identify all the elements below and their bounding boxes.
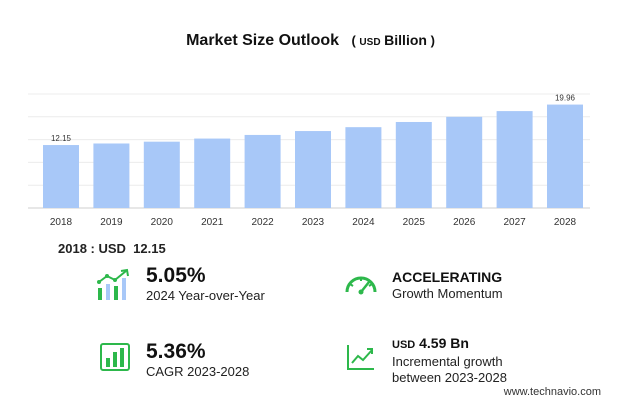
x-tick-label: 2022 xyxy=(251,217,274,228)
kpi-incremental-prefix: USD xyxy=(392,339,416,351)
x-tick-label: 2024 xyxy=(352,217,375,228)
bar-2025 xyxy=(395,121,432,208)
bar-2022 xyxy=(244,134,281,208)
bar-2019 xyxy=(93,143,130,208)
x-tick-label: 2018 xyxy=(50,217,73,228)
chart-title-row: Market Size Outlook ( USD Billion ) xyxy=(0,32,621,50)
line-chart-icon xyxy=(347,345,374,370)
x-tick-label: 2027 xyxy=(503,217,526,228)
kpi-yoy-value: 5.05% xyxy=(146,264,206,287)
kpi-momentum-value: ACCELERATING xyxy=(392,269,503,285)
x-tick-label: 2021 xyxy=(201,217,224,228)
bar-2027 xyxy=(496,111,533,208)
data-label: 19.96 xyxy=(555,94,576,103)
kpi-cagr: 5.36% CAGR 2023-2028 xyxy=(146,340,249,380)
kpi-cagr-value: 5.36% xyxy=(146,340,206,363)
x-tick-label: 2025 xyxy=(403,217,426,228)
kpi-incremental-value-row: USD 4.59 Bn xyxy=(392,334,507,354)
x-tick-label: 2028 xyxy=(554,217,577,228)
kpi-momentum: ACCELERATING Growth Momentum xyxy=(392,268,503,302)
chart-unit: ( USD Billion ) xyxy=(351,32,435,48)
bar-growth-icon xyxy=(97,268,129,300)
base-year-label: 2018 : USD xyxy=(58,241,126,256)
kpi-momentum-label: Growth Momentum xyxy=(392,286,503,301)
bar-2018 xyxy=(43,145,79,208)
chart-x-ticks: 2018 2019 2020 2021 2022 2023 2024 2025 2026 2027… xyxy=(50,217,577,228)
chart-title: Market Size Outlook xyxy=(186,32,340,49)
x-tick-label: 2023 xyxy=(302,217,325,228)
kpi-yoy: 5.05% 2024 Year-over-Year xyxy=(146,264,265,304)
kpi-incremental: USD 4.59 Bn Incremental growth between 2… xyxy=(392,334,507,386)
chart-bars xyxy=(43,104,583,208)
chart-labels: 12.15 19.96 xyxy=(51,94,576,143)
bar-chart-icon xyxy=(100,343,130,371)
kpi-incremental-label-1: Incremental growth xyxy=(392,354,503,369)
x-tick-label: 2026 xyxy=(453,217,476,228)
bar-2026 xyxy=(446,116,483,208)
bar-2028 xyxy=(547,104,583,208)
bar-2021 xyxy=(194,138,231,208)
base-year-value: 2018 : USD 12.15 xyxy=(58,241,166,256)
kpi-yoy-label: 2024 Year-over-Year xyxy=(146,288,265,303)
data-label: 12.15 xyxy=(51,134,72,143)
unit-prefix: USD xyxy=(359,37,381,48)
kpi-incremental-label-2: between 2023-2028 xyxy=(392,370,507,385)
speedometer-icon xyxy=(345,276,377,295)
kpi-cagr-label: CAGR 2023-2028 xyxy=(146,364,250,379)
bar-2024 xyxy=(345,127,382,208)
base-year-amount: 12.15 xyxy=(133,241,166,256)
bar-2023 xyxy=(295,131,331,208)
watermark: www.technavio.com xyxy=(503,386,601,398)
x-tick-label: 2020 xyxy=(151,217,174,228)
x-tick-label: 2019 xyxy=(100,217,123,228)
kpi-incremental-value: 4.59 Bn xyxy=(419,335,469,351)
unit-suffix: Billion xyxy=(384,32,427,48)
bar-2020 xyxy=(143,141,180,208)
